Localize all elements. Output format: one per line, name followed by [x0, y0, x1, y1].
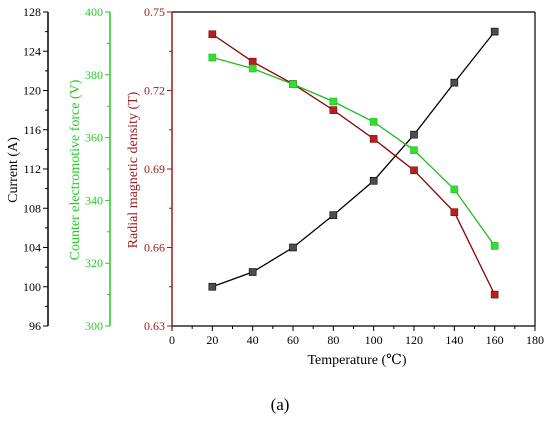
- current-axis-title: Current (A): [6, 137, 21, 203]
- emf-data-point: [490, 242, 499, 250]
- current-tick-label: 124: [23, 44, 41, 58]
- current-tick-label: 104: [23, 241, 41, 255]
- flux-tick-label: 0.72: [144, 84, 165, 98]
- flux-tick-label: 0.69: [144, 162, 165, 176]
- plot-frame: [172, 11, 536, 327]
- current-axis: Current (A) 96 100 104 108 112 116 120 124 128: [6, 5, 49, 333]
- current-tick-label: 108: [23, 201, 41, 215]
- emf-tick-label: 380: [85, 68, 103, 82]
- flux-data-point: [208, 30, 217, 39]
- current-data-point: [208, 282, 217, 291]
- flux-data-point: [490, 290, 499, 299]
- flux-tick-label: 0.75: [144, 5, 165, 19]
- current-tick-label: 100: [23, 280, 41, 294]
- flux-data-point: [450, 208, 459, 216]
- current-data-point: [329, 211, 338, 219]
- flux-data-point: [329, 106, 338, 114]
- x-tick-label: 0: [169, 333, 175, 347]
- x-axis: Temperature (℃) 0 20 40 60 80 100 120 140 160 180: [169, 326, 544, 368]
- flux-axis: Radial magnetic density (T) 0.63 0.66 0.69…: [126, 5, 173, 333]
- current-tick-label: 116: [23, 123, 41, 137]
- flux-tick-label: 0.66: [144, 241, 165, 255]
- flux-data-point: [369, 135, 378, 143]
- emf-axis-title: Counter electromotive force (V): [68, 79, 83, 260]
- emf-data-point: [208, 53, 217, 62]
- emf-data-point: [329, 97, 338, 106]
- emf-data-point: [369, 118, 378, 126]
- x-tick-label: 100: [365, 333, 383, 347]
- flux-series-line: [211, 33, 496, 295]
- flux-data-point: [410, 166, 418, 175]
- x-tick-label: 80: [327, 333, 339, 347]
- emf-series-line: [212, 56, 496, 247]
- current-data-point: [289, 243, 297, 252]
- emf-tick-label: 320: [85, 256, 103, 270]
- x-tick-label: 60: [287, 333, 299, 347]
- emf-tick-label: 400: [85, 5, 103, 19]
- current-series-line: [212, 31, 496, 288]
- emf-data-point: [450, 185, 459, 194]
- current-tick-label: 96: [29, 319, 41, 333]
- flux-axis-title: Radial magnetic density (T): [126, 91, 141, 248]
- emf-tick-label: 360: [85, 131, 103, 145]
- emf-data-point: [410, 146, 418, 154]
- emf-tick-label: 340: [85, 193, 103, 207]
- emf-tick-label: 300: [85, 319, 103, 333]
- current-data-point: [490, 27, 499, 36]
- x-axis-title: Temperature (℃): [307, 353, 406, 368]
- x-tick-label: 20: [206, 333, 218, 347]
- current-data-point: [369, 176, 378, 185]
- x-tick-label: 140: [445, 333, 463, 347]
- emf-data-point: [289, 80, 297, 89]
- current-tick-label: 120: [23, 84, 41, 98]
- emf-data-point: [248, 64, 257, 73]
- series-layer: [208, 27, 499, 299]
- x-tick-label: 160: [486, 333, 504, 347]
- x-tick-label: 180: [526, 333, 544, 347]
- emf-axis: Counter electromotive force (V) 300 320 34…: [68, 5, 111, 333]
- current-tick-label: 128: [23, 5, 41, 19]
- x-tick-label: 40: [247, 333, 259, 347]
- current-data-point: [248, 268, 257, 276]
- current-data-point: [410, 130, 418, 139]
- flux-tick-label: 0.63: [144, 319, 165, 333]
- figure-caption: (a): [271, 395, 290, 414]
- flux-data-point: [248, 57, 257, 66]
- current-tick-label: 112: [23, 162, 41, 176]
- x-tick-label: 120: [405, 333, 423, 347]
- current-data-point: [450, 78, 459, 87]
